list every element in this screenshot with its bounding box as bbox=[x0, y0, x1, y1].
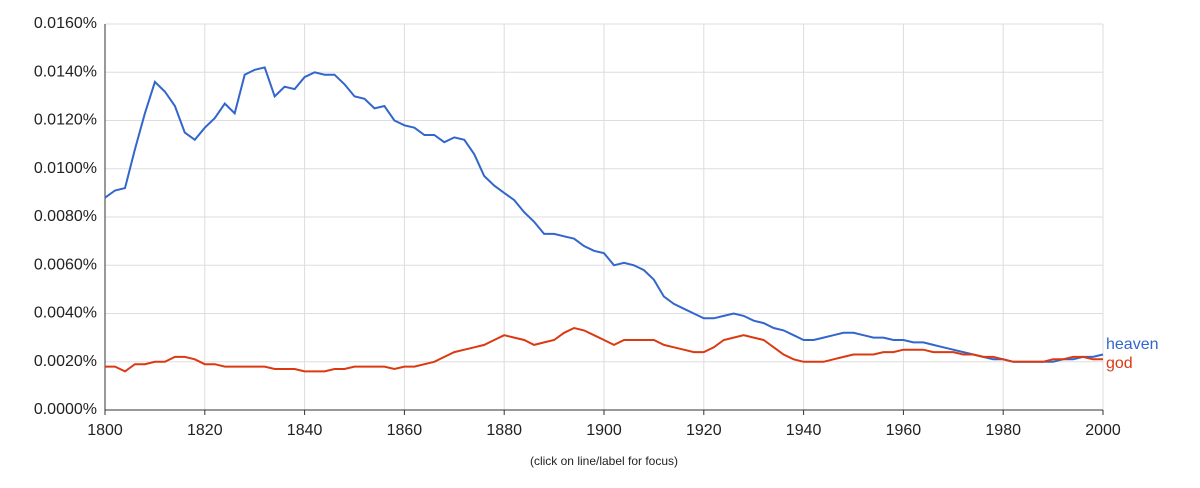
x-tick-label: 1900 bbox=[586, 422, 622, 439]
y-tick-label: 0.0060% bbox=[34, 256, 97, 273]
x-tick-label: 1800 bbox=[87, 422, 123, 439]
y-tick-label: 0.0160% bbox=[34, 15, 97, 32]
legend-label[interactable]: god bbox=[1106, 355, 1133, 372]
focus-hint: (click on line/label for focus) bbox=[530, 454, 678, 468]
x-tick-label: 2000 bbox=[1085, 422, 1121, 439]
series-line[interactable] bbox=[104, 66, 1104, 363]
y-tick-label: 0.0120% bbox=[34, 112, 97, 129]
y-tick-label: 0.0080% bbox=[34, 208, 97, 225]
x-tick-label: 1880 bbox=[486, 422, 522, 439]
legend-label[interactable]: heaven bbox=[1106, 336, 1159, 353]
y-tick-label: 0.0140% bbox=[34, 63, 97, 80]
series-line[interactable] bbox=[105, 326, 1103, 373]
y-tick-label: 0.0000% bbox=[34, 401, 97, 418]
y-tick-label: 0.0020% bbox=[34, 353, 97, 370]
x-tick-label: 1920 bbox=[686, 422, 722, 439]
y-tick-label: 0.0100% bbox=[34, 160, 97, 177]
x-tick-label: 1940 bbox=[786, 422, 822, 439]
x-tick-label: 1980 bbox=[985, 422, 1021, 439]
x-tick-label: 1840 bbox=[287, 422, 323, 439]
x-tick-label: 1960 bbox=[886, 422, 922, 439]
x-tick-label: 1860 bbox=[387, 422, 423, 439]
y-tick-label: 0.0040% bbox=[34, 305, 97, 322]
x-tick-label: 1820 bbox=[187, 422, 223, 439]
